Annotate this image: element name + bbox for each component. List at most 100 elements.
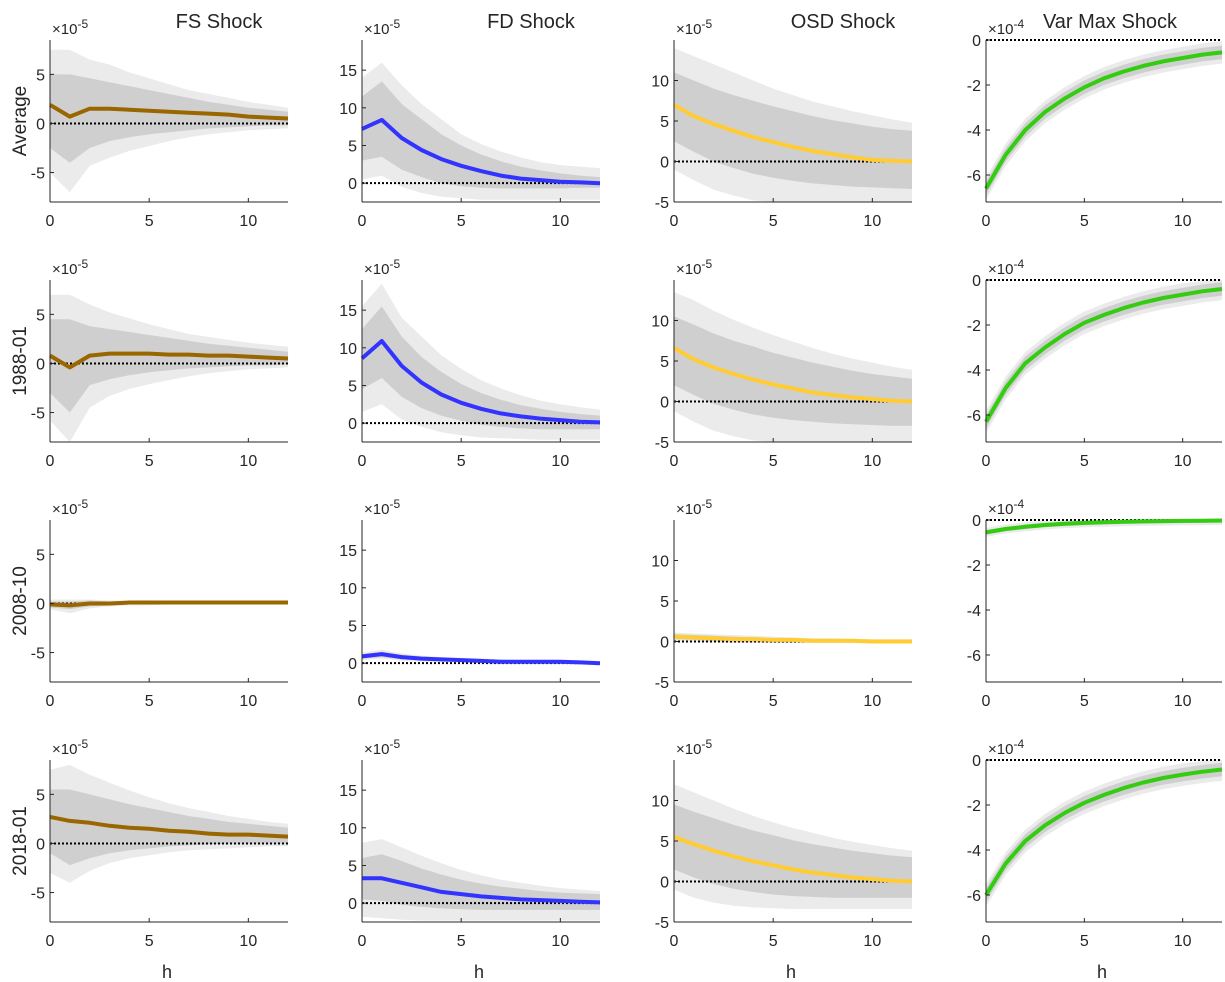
- y-tick-label: 0: [348, 416, 357, 433]
- x-tick-label: 0: [670, 693, 679, 710]
- y-tick-label: -5: [31, 166, 45, 183]
- band-68: [362, 306, 600, 430]
- y-tick-label: -5: [655, 915, 669, 932]
- y-tick-label: -2: [967, 558, 981, 575]
- y-tick-label: -4: [967, 123, 981, 140]
- band-68: [362, 81, 600, 189]
- band-90: [986, 760, 1222, 907]
- series-line: [673, 835, 913, 884]
- x-tick-label: 0: [670, 213, 679, 230]
- band-68: [674, 72, 912, 189]
- x-tick-label: 10: [239, 453, 257, 470]
- x-tick-label: 0: [46, 213, 55, 230]
- x-tick-label: 10: [863, 453, 881, 470]
- y-tick-label: -6: [967, 888, 981, 905]
- y-tick-label: 10: [339, 581, 357, 598]
- x-tick-label: 10: [1174, 693, 1192, 710]
- x-tick-label: 5: [769, 933, 778, 950]
- y-tick-label: -4: [967, 363, 981, 380]
- y-tick-label: 0: [972, 33, 981, 50]
- y-tick-label: 15: [339, 63, 357, 80]
- series-line: [673, 103, 913, 164]
- y-tick-label: 5: [36, 547, 45, 564]
- x-tick-label: 5: [769, 453, 778, 470]
- y-tick-label: 0: [36, 596, 45, 613]
- y-tick-label: 10: [339, 341, 357, 358]
- y-tick-label: 0: [36, 116, 45, 133]
- x-axis-label: h: [474, 962, 484, 982]
- x-tick-label: 5: [457, 453, 466, 470]
- x-tick-label: 10: [551, 453, 569, 470]
- y-tick-label: 0: [660, 635, 669, 652]
- axis-multiplier: ×10-5: [52, 497, 88, 518]
- series-line: [362, 876, 601, 905]
- x-axis-label: h: [162, 962, 172, 982]
- band-68: [50, 319, 288, 413]
- column-title: FS Shock: [176, 11, 264, 33]
- y-tick-label: 10: [651, 74, 669, 91]
- axis-multiplier: ×10-5: [676, 737, 712, 758]
- series-line: [673, 346, 913, 404]
- axis-multiplier: ×10-5: [52, 737, 88, 758]
- y-tick-label: -2: [967, 798, 981, 815]
- band-90: [986, 280, 1222, 433]
- x-tick-label: 5: [1080, 933, 1089, 950]
- series-line: [673, 634, 912, 644]
- band-68: [50, 74, 288, 163]
- x-tick-label: 5: [145, 453, 154, 470]
- x-tick-label: 0: [46, 933, 55, 950]
- y-tick-label: 5: [36, 787, 45, 804]
- axis-multiplier: ×10-5: [52, 257, 88, 278]
- axis-multiplier: ×10-4: [988, 17, 1024, 38]
- y-tick-label: -5: [655, 435, 669, 452]
- band-68: [50, 789, 288, 866]
- x-tick-label: 10: [551, 693, 569, 710]
- x-tick-label: 0: [982, 213, 991, 230]
- x-tick-label: 5: [145, 933, 154, 950]
- axis-multiplier: ×10-5: [364, 17, 400, 38]
- axis-multiplier: ×10-4: [988, 737, 1024, 758]
- y-tick-label: -6: [967, 168, 981, 185]
- x-tick-label: 10: [239, 213, 257, 230]
- x-axis-label: h: [786, 962, 796, 982]
- axis-multiplier: ×10-5: [676, 257, 712, 278]
- series-line: [49, 600, 288, 608]
- y-tick-label: 10: [339, 821, 357, 838]
- y-tick-label: 5: [36, 67, 45, 84]
- x-tick-label: 0: [982, 453, 991, 470]
- y-tick-label: 0: [660, 155, 669, 172]
- x-tick-label: 10: [551, 213, 569, 230]
- y-tick-label: 5: [660, 594, 669, 611]
- series-line: [48, 103, 289, 121]
- row-label: 2008-10: [10, 566, 31, 636]
- axis-multiplier: ×10-4: [988, 497, 1024, 518]
- y-tick-label: 0: [972, 753, 981, 770]
- column-title: Var Max Shock: [1043, 11, 1178, 33]
- band-68: [362, 854, 600, 910]
- axis-multiplier: ×10-5: [676, 17, 712, 38]
- x-tick-label: 5: [145, 213, 154, 230]
- x-tick-label: 10: [863, 693, 881, 710]
- x-tick-label: 0: [358, 933, 367, 950]
- x-tick-label: 0: [46, 453, 55, 470]
- y-tick-label: 0: [972, 273, 981, 290]
- axis-multiplier: ×10-5: [364, 497, 400, 518]
- x-tick-label: 5: [1080, 213, 1089, 230]
- x-tick-label: 0: [46, 693, 55, 710]
- x-tick-label: 10: [863, 213, 881, 230]
- y-tick-label: -5: [655, 675, 669, 692]
- y-tick-label: -5: [31, 406, 45, 423]
- y-tick-label: 10: [339, 101, 357, 118]
- x-tick-label: 10: [863, 933, 881, 950]
- axis-multiplier: ×10-5: [364, 737, 400, 758]
- column-title: FD Shock: [487, 11, 576, 33]
- series-line: [984, 50, 1223, 190]
- y-tick-label: -2: [967, 78, 981, 95]
- y-tick-label: 5: [660, 114, 669, 131]
- y-tick-label: 0: [348, 176, 357, 193]
- axis-multiplier: ×10-5: [52, 17, 88, 38]
- y-tick-label: -4: [967, 603, 981, 620]
- series-line: [985, 518, 1223, 535]
- y-tick-label: -2: [967, 318, 981, 335]
- y-tick-label: 5: [660, 834, 669, 851]
